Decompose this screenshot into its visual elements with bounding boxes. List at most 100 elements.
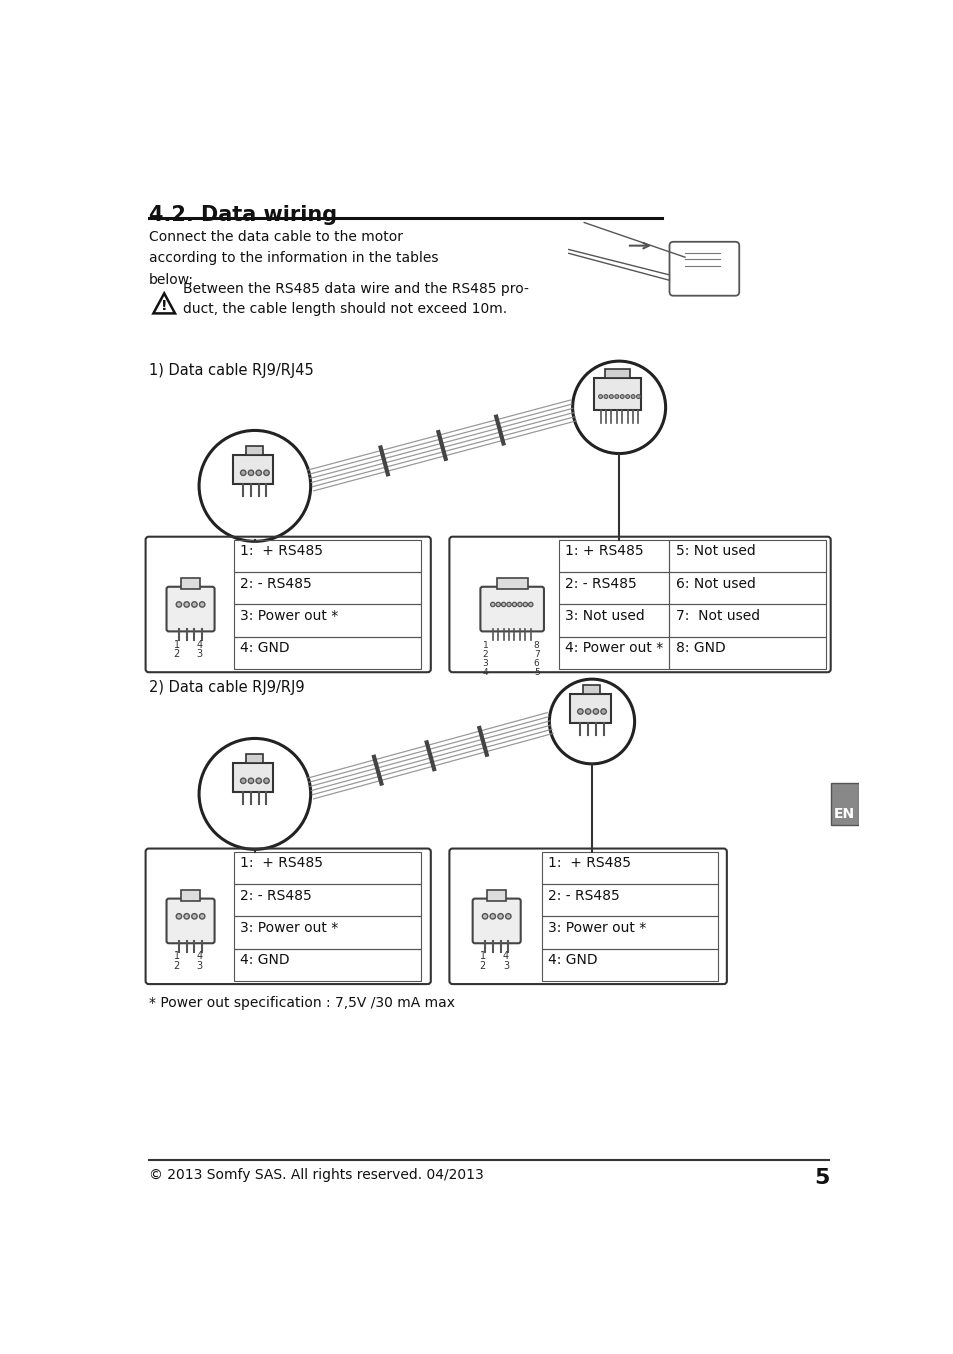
Text: 2: - RS485: 2: - RS485: [547, 888, 618, 903]
Text: 3: 3: [482, 659, 488, 668]
Circle shape: [522, 603, 527, 607]
FancyBboxPatch shape: [233, 455, 274, 485]
Circle shape: [184, 601, 190, 607]
Text: Connect the data cable to the motor
according to the information in the tables
b: Connect the data cable to the motor acco…: [149, 230, 437, 287]
FancyBboxPatch shape: [167, 586, 214, 631]
Circle shape: [528, 603, 533, 607]
Circle shape: [598, 394, 602, 398]
Text: 3: Not used: 3: Not used: [564, 609, 644, 623]
Text: 4: 4: [482, 669, 488, 677]
FancyBboxPatch shape: [245, 754, 262, 764]
Text: 5: 5: [813, 1169, 828, 1187]
Circle shape: [255, 779, 261, 784]
Text: 3: Power out *: 3: Power out *: [240, 609, 338, 623]
Text: 1:  + RS485: 1: + RS485: [240, 856, 323, 871]
Text: 2: 2: [173, 961, 179, 971]
Text: 3: Power out *: 3: Power out *: [547, 921, 645, 934]
Circle shape: [600, 708, 606, 714]
FancyBboxPatch shape: [487, 890, 505, 900]
Text: 1: + RS485: 1: + RS485: [564, 544, 643, 558]
FancyBboxPatch shape: [570, 693, 610, 723]
Text: 1: 1: [173, 639, 179, 650]
Text: 1: 1: [479, 952, 485, 961]
Circle shape: [199, 601, 205, 607]
Circle shape: [615, 394, 618, 398]
Text: 5: Not used: 5: Not used: [675, 544, 755, 558]
FancyBboxPatch shape: [245, 445, 262, 455]
Circle shape: [603, 394, 607, 398]
Circle shape: [496, 603, 500, 607]
Text: 7: 7: [534, 650, 539, 659]
Text: 4: 4: [502, 952, 509, 961]
Text: 8: 8: [534, 640, 539, 650]
Circle shape: [240, 779, 246, 784]
Circle shape: [264, 470, 269, 475]
FancyBboxPatch shape: [181, 890, 199, 900]
FancyBboxPatch shape: [594, 378, 640, 410]
Text: 2) Data cable RJ9/RJ9: 2) Data cable RJ9/RJ9: [149, 680, 304, 695]
FancyBboxPatch shape: [497, 578, 527, 589]
Circle shape: [501, 603, 505, 607]
Text: 4.2. Data wiring: 4.2. Data wiring: [149, 204, 336, 225]
Text: 4: 4: [196, 639, 203, 650]
Circle shape: [192, 601, 197, 607]
Text: 4: GND: 4: GND: [547, 953, 597, 967]
Circle shape: [248, 779, 253, 784]
Circle shape: [506, 603, 511, 607]
Text: 4: 4: [196, 952, 203, 961]
Circle shape: [199, 738, 311, 849]
Circle shape: [549, 680, 634, 764]
Circle shape: [593, 708, 598, 714]
Circle shape: [512, 603, 517, 607]
Circle shape: [264, 779, 269, 784]
Text: 8: GND: 8: GND: [675, 642, 724, 655]
Circle shape: [578, 708, 582, 714]
Text: 1) Data cable RJ9/RJ45: 1) Data cable RJ9/RJ45: [149, 363, 314, 378]
FancyBboxPatch shape: [233, 764, 274, 792]
Circle shape: [631, 394, 635, 398]
Text: 3: 3: [502, 961, 509, 971]
Circle shape: [619, 394, 623, 398]
Text: !: !: [161, 299, 168, 313]
FancyBboxPatch shape: [181, 578, 199, 589]
Text: 5: 5: [534, 669, 539, 677]
Text: 2: - RS485: 2: - RS485: [564, 577, 636, 590]
Circle shape: [517, 603, 521, 607]
Circle shape: [199, 431, 311, 542]
FancyBboxPatch shape: [582, 685, 599, 693]
Circle shape: [255, 470, 261, 475]
Text: 2: - RS485: 2: - RS485: [240, 577, 312, 590]
Circle shape: [199, 914, 205, 919]
FancyBboxPatch shape: [830, 783, 858, 825]
Circle shape: [572, 362, 665, 454]
Circle shape: [497, 914, 503, 919]
Text: 7:  Not used: 7: Not used: [675, 609, 759, 623]
Circle shape: [636, 394, 639, 398]
Text: 2: 2: [479, 961, 485, 971]
Text: 1:  + RS485: 1: + RS485: [240, 544, 323, 558]
Text: 1: 1: [173, 952, 179, 961]
Text: 4: Power out *: 4: Power out *: [564, 642, 662, 655]
Text: EN: EN: [833, 807, 854, 821]
Text: 4: GND: 4: GND: [240, 642, 290, 655]
Circle shape: [248, 470, 253, 475]
Circle shape: [490, 603, 495, 607]
Circle shape: [176, 601, 181, 607]
FancyBboxPatch shape: [472, 899, 520, 944]
Text: 6: 6: [534, 659, 539, 668]
Circle shape: [192, 914, 197, 919]
Text: * Power out specification : 7,5V /30 mA max: * Power out specification : 7,5V /30 mA …: [149, 995, 455, 1010]
Circle shape: [176, 914, 181, 919]
Circle shape: [609, 394, 613, 398]
Circle shape: [490, 914, 495, 919]
Text: 4: GND: 4: GND: [240, 953, 290, 967]
Text: 1:  + RS485: 1: + RS485: [547, 856, 630, 871]
Text: 2: - RS485: 2: - RS485: [240, 888, 312, 903]
FancyBboxPatch shape: [480, 586, 543, 631]
Text: Between the RS485 data wire and the RS485 pro-
duct, the cable length should not: Between the RS485 data wire and the RS48…: [183, 282, 528, 317]
Text: 6: Not used: 6: Not used: [675, 577, 755, 590]
FancyBboxPatch shape: [167, 899, 214, 944]
Circle shape: [625, 394, 629, 398]
Text: 3: 3: [196, 961, 203, 971]
Text: 1: 1: [482, 640, 488, 650]
